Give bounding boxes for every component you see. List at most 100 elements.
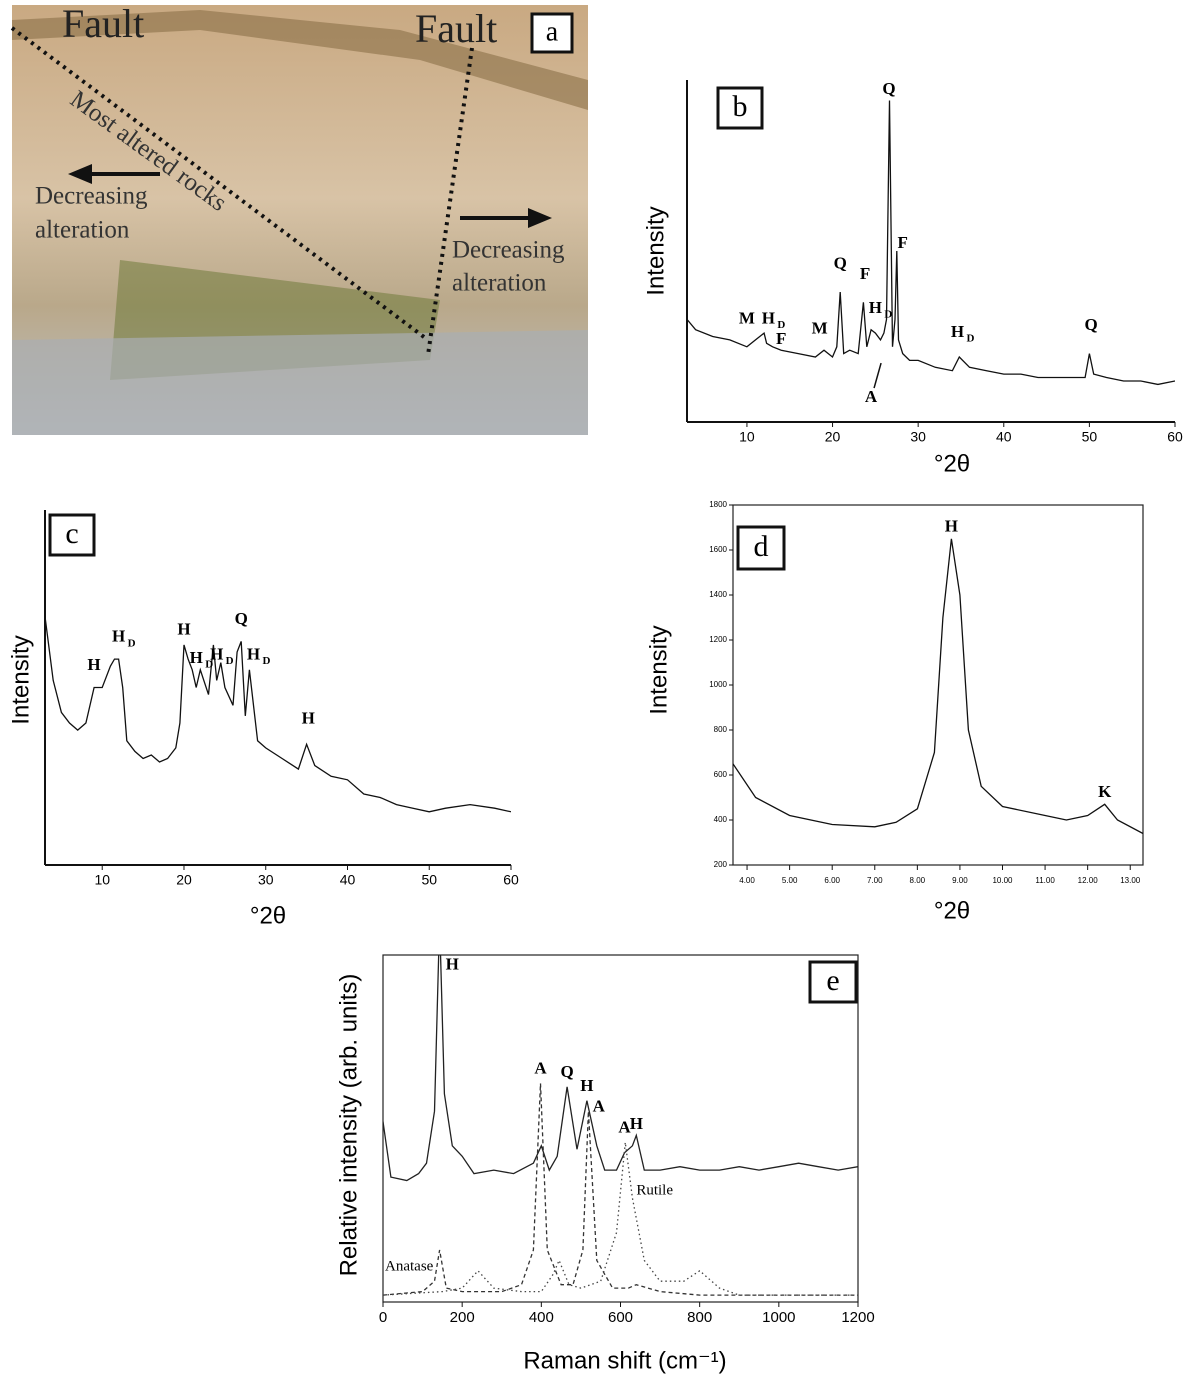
y-tick-label: 800	[714, 725, 728, 734]
x-tick-label: 9.00	[952, 876, 968, 885]
peak-label: Q	[882, 79, 895, 98]
x-tick-label: 600	[608, 1309, 633, 1326]
photo-text: Decreasing	[35, 183, 148, 210]
x-tick-label: 60	[1167, 429, 1183, 445]
x-tick-label: 1200	[841, 1309, 874, 1326]
x-tick-label: 13.00	[1120, 876, 1141, 885]
x-axis-title: °2θ	[934, 450, 970, 477]
peak-label-sub: D	[128, 637, 136, 649]
peak-label: M	[812, 319, 828, 338]
photo-ridge	[12, 10, 588, 110]
y-axis-title: Intensity	[642, 206, 669, 295]
x-tick-label: 30	[258, 872, 274, 888]
x-tick-label: 40	[340, 872, 356, 888]
series-label: Anatase	[385, 1259, 434, 1275]
peak-label: F	[898, 233, 908, 252]
series-line	[383, 955, 858, 1182]
peak-label: A	[593, 1097, 606, 1116]
panel-label-box	[736, 525, 786, 571]
peak-label: H	[247, 644, 260, 663]
peak-label: H	[869, 298, 882, 317]
x-tick-label: 11.00	[1035, 876, 1055, 885]
photo-text: Decreasing	[452, 237, 565, 264]
y-tick-label: 1400	[709, 590, 727, 599]
peak-label: Q	[1084, 315, 1097, 334]
x-tick-label: 1000	[762, 1309, 795, 1326]
x-tick-label: 7.00	[867, 876, 883, 885]
y-tick-label: 1600	[709, 545, 727, 554]
panel-label-box	[530, 12, 574, 54]
x-tick-label: 10	[94, 872, 110, 888]
x-axis-title: Raman shift (cm⁻¹)	[523, 1347, 726, 1374]
peak-label: H	[190, 648, 203, 667]
peak-label: M	[739, 308, 755, 327]
x-tick-label: 12.00	[1078, 876, 1099, 885]
x-tick-label: 6.00	[824, 876, 840, 885]
arrow-head	[528, 208, 552, 228]
series-line	[687, 100, 1175, 386]
y-tick-label: 600	[714, 770, 728, 779]
peak-label: H	[762, 308, 775, 327]
panel-label-box	[716, 86, 764, 130]
x-tick-label: 20	[176, 872, 192, 888]
y-tick-label: 1800	[709, 500, 727, 509]
peak-label: A	[865, 387, 878, 406]
x-tick-label: 8.00	[910, 876, 926, 885]
series-label: Rutile	[636, 1182, 673, 1198]
peak-label: K	[1098, 782, 1112, 801]
y-axis-title: Relative intensity (arb. units)	[335, 974, 362, 1277]
arrow-head	[68, 164, 92, 184]
fault-line	[426, 47, 474, 356]
photo-text: alteration	[35, 217, 130, 244]
photo-ground	[12, 330, 588, 435]
x-tick-label: 30	[910, 429, 926, 445]
panel-label-box	[808, 960, 858, 1004]
peak-label: Q	[834, 254, 847, 273]
photo-text: Fault	[415, 6, 497, 51]
y-axis-title: Intensity	[645, 625, 672, 714]
peak-label: A	[618, 1117, 631, 1136]
peak-label-sub: D	[262, 655, 270, 667]
pointer	[873, 362, 882, 389]
x-tick-label: 0	[379, 1309, 387, 1326]
peak-label: H	[446, 954, 459, 973]
series-line	[45, 616, 511, 813]
panel-label: e	[826, 964, 839, 997]
x-axis-title: °2θ	[250, 902, 286, 929]
y-tick-label: 400	[714, 815, 728, 824]
photo-text: Fault	[62, 1, 144, 46]
y-axis-title: Intensity	[7, 635, 34, 724]
x-tick-label: 10.00	[992, 876, 1013, 885]
x-tick-label: 800	[687, 1309, 712, 1326]
photo-panel: a Fault Fault Most altered rocks Decreas…	[10, 1, 588, 435]
x-tick-label: 40	[996, 429, 1012, 445]
peak-label: H	[630, 1114, 643, 1133]
peak-label: H	[302, 708, 315, 727]
series-line	[383, 1083, 858, 1296]
x-axis-title: °2θ	[934, 897, 970, 924]
fault-line	[10, 26, 430, 342]
peak-label-sub: D	[967, 333, 975, 345]
x-tick-label: 50	[1082, 429, 1098, 445]
x-tick-label: 4.00	[739, 876, 755, 885]
peak-label: H	[210, 644, 223, 663]
peak-label: H	[177, 620, 190, 639]
x-tick-label: 400	[529, 1309, 554, 1326]
series-line	[383, 1142, 858, 1296]
panel-label: b	[733, 90, 748, 123]
panel-label: c	[65, 517, 78, 550]
y-tick-label: 1200	[709, 635, 727, 644]
series-line	[733, 538, 1143, 835]
peak-label-sub: D	[884, 309, 892, 321]
x-tick-label: 5.00	[782, 876, 798, 885]
peak-label: Q	[560, 1062, 573, 1081]
peak-label: F	[860, 264, 870, 283]
peak-label: H	[951, 322, 964, 341]
y-tick-label: 200	[714, 860, 728, 869]
peak-label-sub: D	[777, 319, 785, 331]
peak-label: H	[87, 655, 100, 674]
peak-label-sub: D	[205, 659, 213, 671]
peak-label: H	[112, 627, 125, 646]
x-tick-label: 200	[450, 1309, 475, 1326]
